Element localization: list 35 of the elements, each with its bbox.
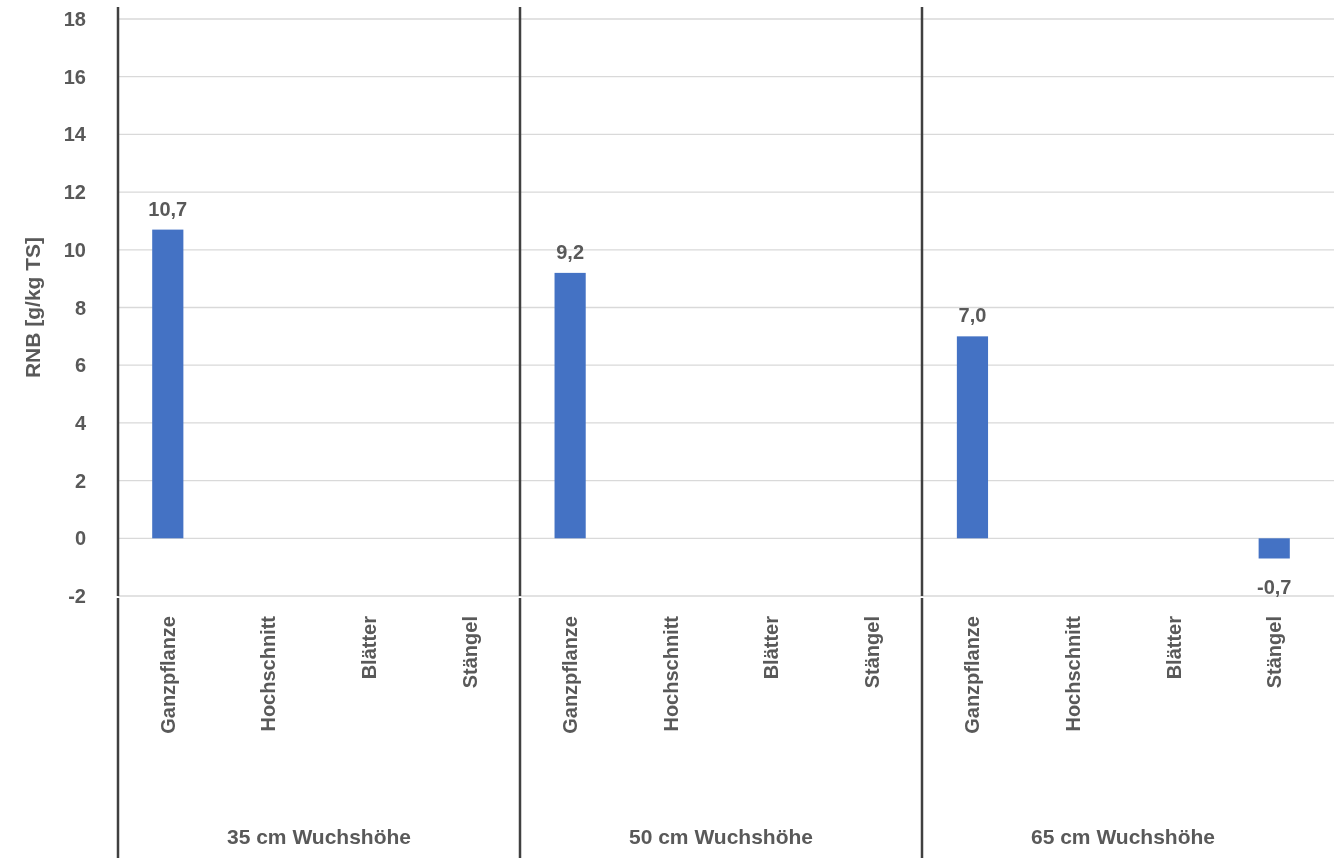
x-tick-label: Hochschnitt [1062, 615, 1085, 732]
x-tick-label: Ganzpflanze [961, 616, 984, 734]
data-label: 10,7 [148, 197, 188, 220]
y-tick-label: 14 [63, 123, 87, 146]
data-label: 7,0 [958, 304, 987, 327]
y-tick-label: -2 [68, 585, 86, 607]
text: 50 cm Wuchshöhe [629, 825, 813, 848]
x-tick-label: Stängel [458, 616, 481, 689]
x-tick-label: Stängel [1263, 616, 1286, 689]
x-tick-label: Stängel [860, 616, 883, 689]
data-label: 9,2 [556, 240, 585, 263]
text: 65 cm Wuchshöhe [1031, 825, 1215, 848]
y-tick-label: 10 [63, 238, 86, 261]
x-tick-label: Hochschnitt [659, 615, 682, 732]
y-tick-label: 18 [63, 8, 86, 30]
x-tick-label: Blätter [760, 615, 783, 680]
y-axis-title: RNB [g/kg TS] [21, 236, 44, 379]
x-tick-label: Ganzpflanze [156, 616, 179, 734]
bar [956, 336, 989, 539]
y-tick-label: 2 [74, 469, 86, 492]
bar [152, 229, 184, 539]
x-tick-label: Hochschnitt [257, 615, 280, 732]
y-tick-label: 12 [63, 181, 86, 204]
data-label: -0,7 [1256, 576, 1292, 598]
bar [554, 272, 586, 539]
y-tick-label: 6 [74, 354, 86, 377]
bar [1258, 538, 1290, 559]
y-tick-label: 16 [63, 65, 86, 88]
text: 35 cm Wuchshöhe [227, 825, 411, 848]
y-tick-label: 0 [74, 527, 86, 550]
y-tick-label: 8 [74, 296, 86, 319]
x-tick-label: Blätter [1162, 615, 1185, 680]
y-tick-label: 4 [74, 411, 87, 434]
x-tick-label: Blätter [357, 615, 380, 680]
x-tick-label: Ganzpflanze [559, 616, 582, 734]
